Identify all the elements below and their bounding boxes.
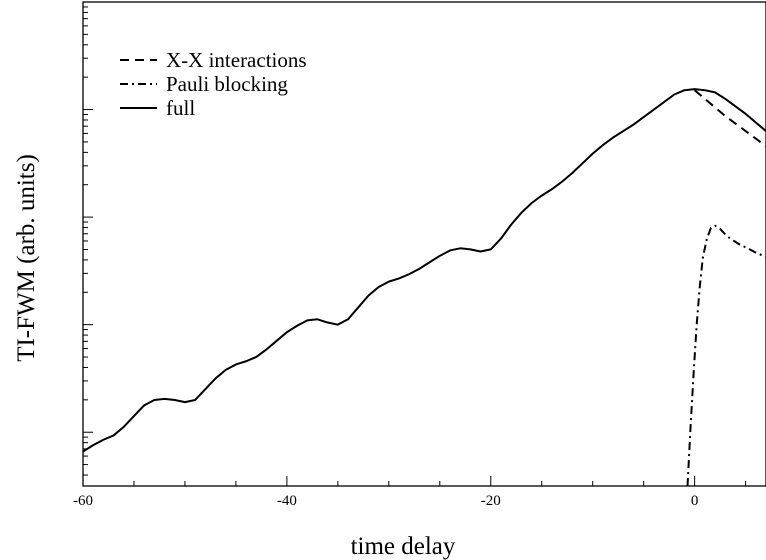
x-axis-label: time delay — [351, 533, 456, 560]
plot-frame — [82, 1, 766, 487]
series-layer — [83, 88, 766, 486]
series-line-pauli-blocking — [686, 224, 766, 486]
x-tick-label: -60 — [73, 493, 93, 509]
x-tick-label: -20 — [481, 493, 501, 509]
legend-label-full: full — [166, 96, 195, 120]
legend-label-pauli-blocking: Pauli blocking — [166, 72, 288, 96]
y-axis-label: TI-FWM (arb. units) — [13, 154, 40, 362]
ticks-layer: -60 -40 -20 0 — [73, 1, 747, 509]
x-tick-label: 0 — [691, 493, 699, 509]
series-line-x-x-interactions — [693, 89, 766, 147]
series-line-full — [83, 88, 766, 453]
legend-label-x-x-interactions: X-X interactions — [166, 48, 307, 72]
x-tick-label: -40 — [277, 493, 297, 509]
